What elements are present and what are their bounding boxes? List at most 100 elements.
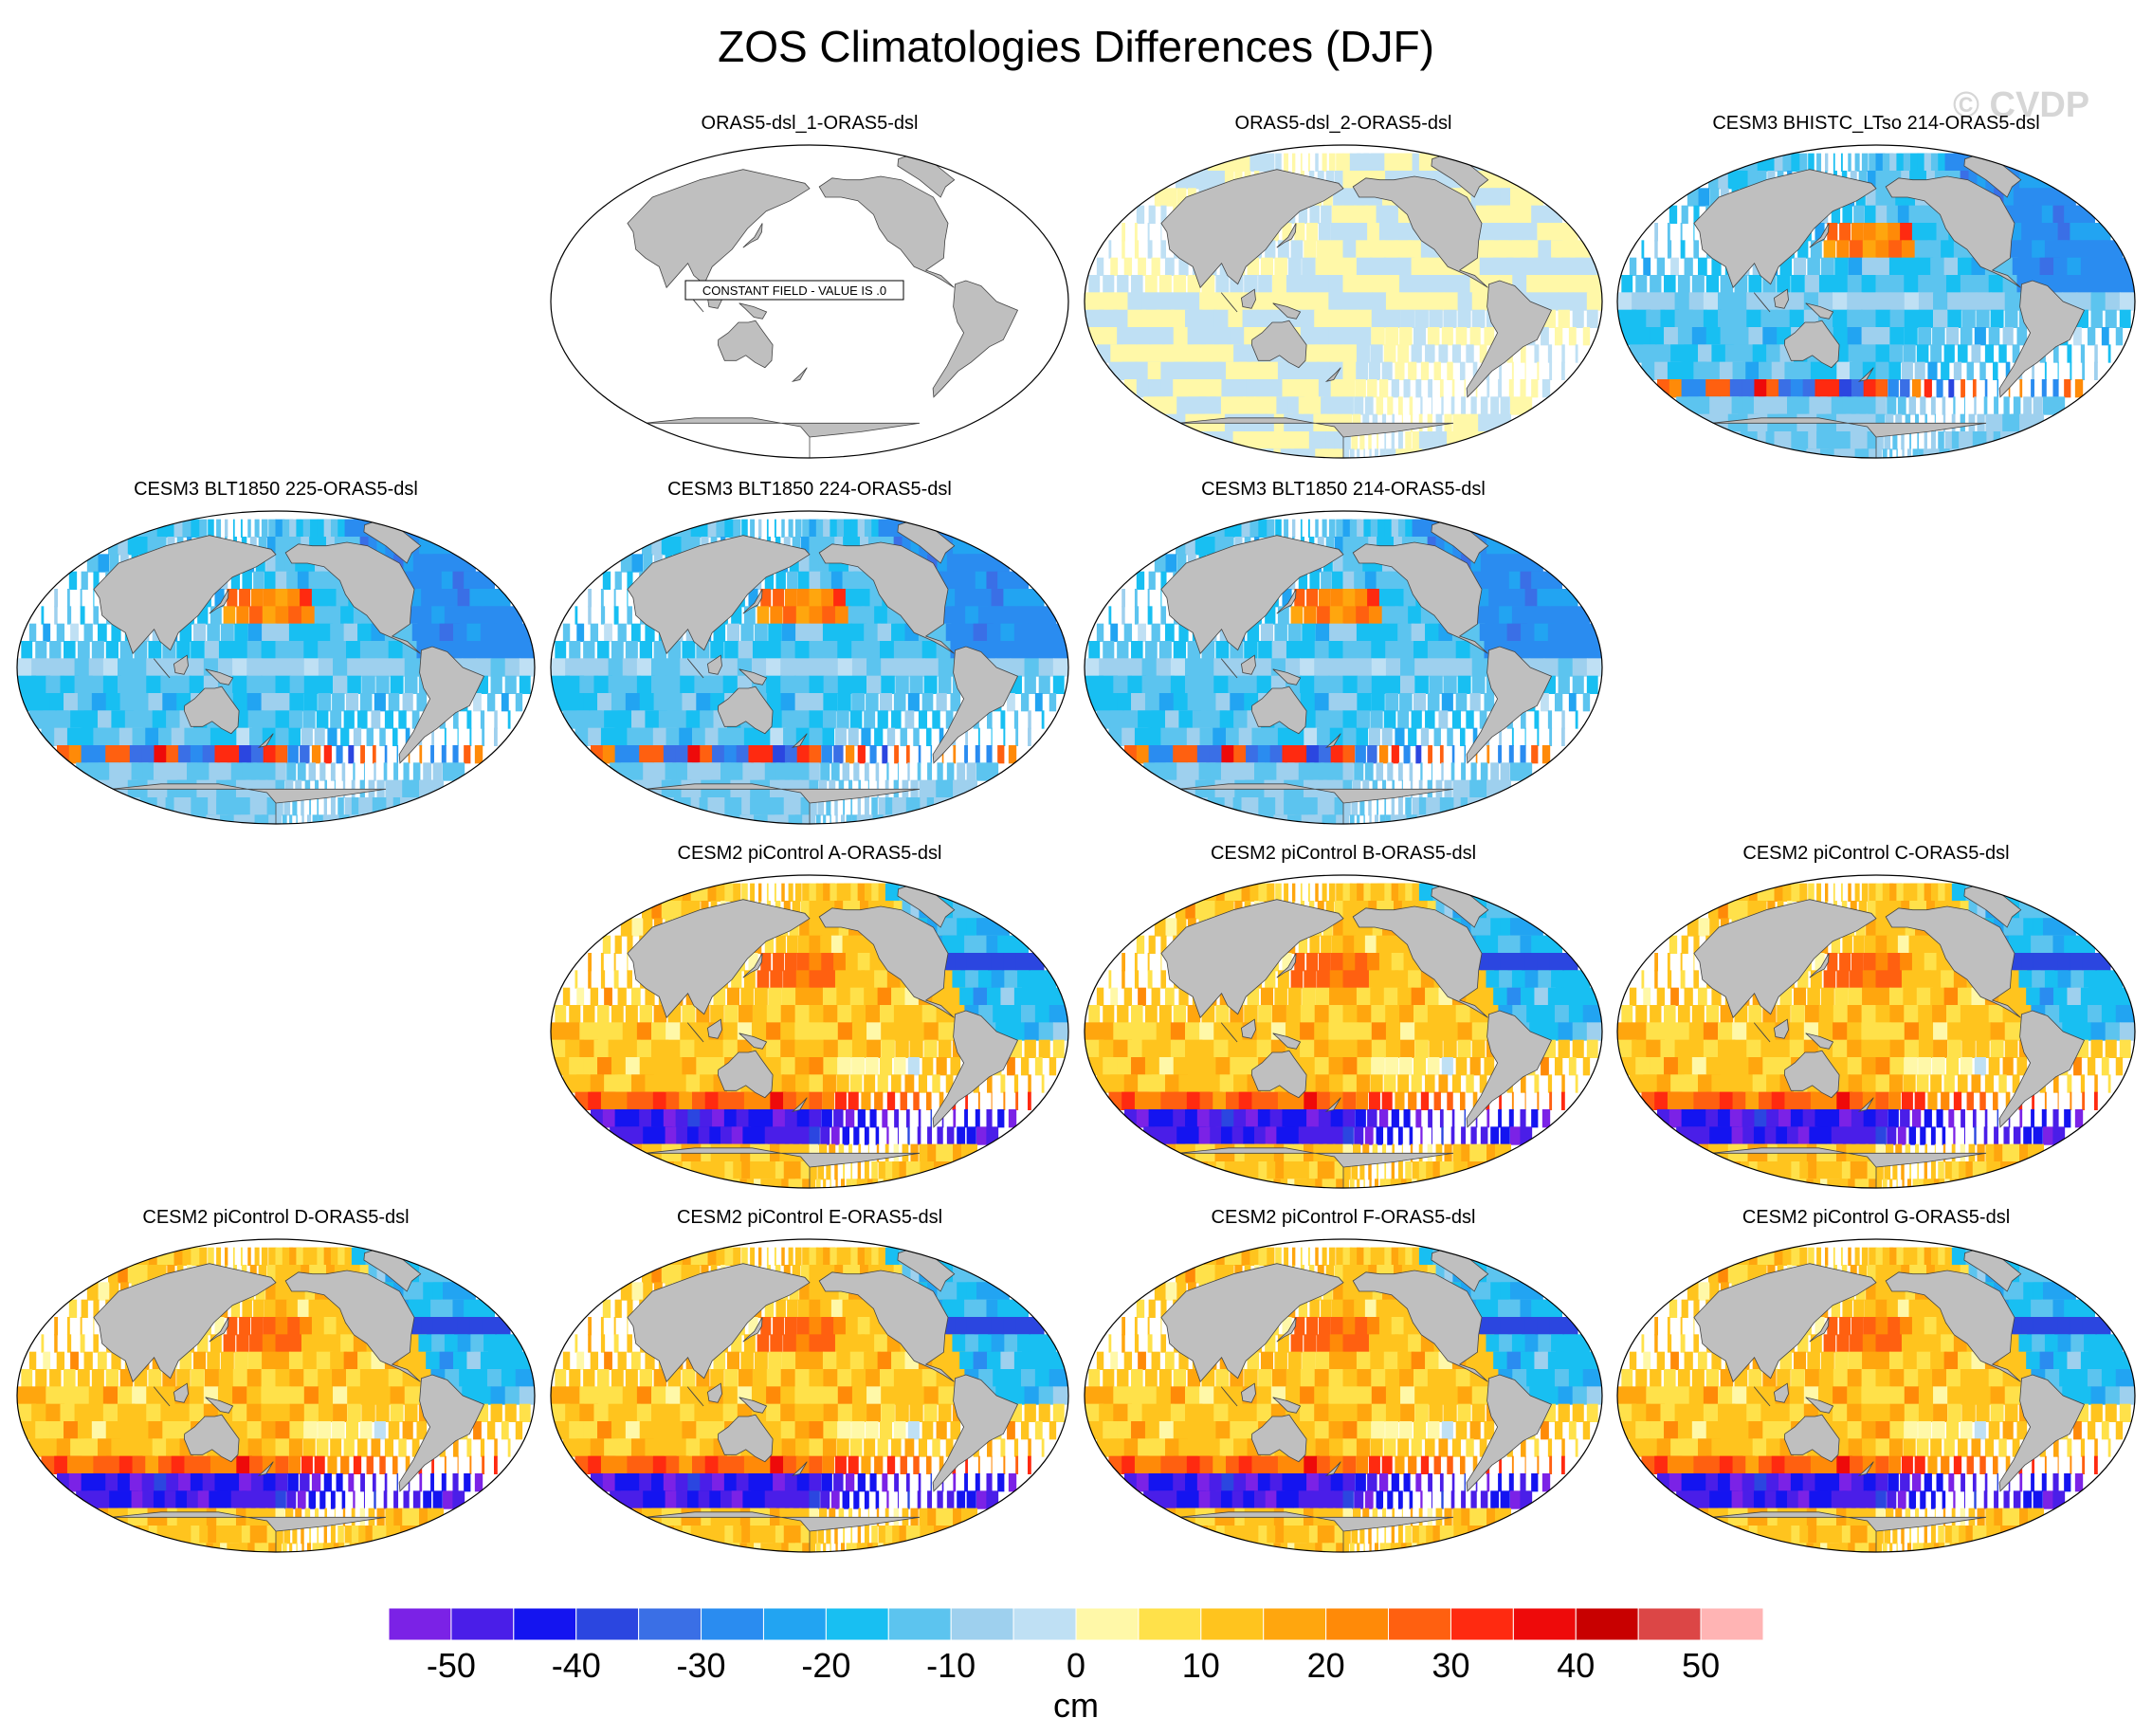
map-field-cell <box>1793 257 1807 276</box>
map-field-cell <box>340 727 350 746</box>
map-field-cell <box>691 1179 726 1188</box>
map-field-cell <box>1290 1091 1308 1110</box>
map-field-cell <box>809 1022 825 1041</box>
map-field-cell <box>1342 431 1351 450</box>
map-field-cell <box>1306 1109 1322 1128</box>
map-field-cell <box>1331 762 1344 781</box>
map-field-cell <box>1554 693 1563 712</box>
map-field-cell <box>926 727 932 746</box>
map-field-cell <box>781 1074 797 1093</box>
map-field-cell <box>1906 448 1912 458</box>
map-field-cell <box>1304 240 1317 259</box>
land-mass <box>1240 288 1256 309</box>
map-field-cell <box>1882 883 1894 902</box>
map-field-cell <box>1425 344 1435 363</box>
map-field-cell <box>849 623 867 642</box>
map-field-cell <box>1932 1005 1949 1024</box>
map-field-cell <box>1791 275 1805 294</box>
map-field-cell <box>1457 292 1473 311</box>
map-field-cell <box>1322 519 1327 538</box>
map-field-cell <box>1875 970 1890 989</box>
land-mass <box>818 175 955 288</box>
map-field-cell <box>1294 223 1305 242</box>
map-field-cell <box>1156 309 1175 328</box>
map-field-cell <box>1359 797 1365 816</box>
map-field-cell <box>886 762 889 781</box>
land-mass <box>153 658 171 679</box>
map-field-cell <box>1464 1109 1467 1128</box>
map-field-cell <box>1429 675 1443 694</box>
map-field-cell <box>1420 361 1430 380</box>
map-field-cell <box>1537 1091 1540 1110</box>
map-field-cell <box>1455 693 1468 712</box>
map-field-cell <box>1693 935 1700 954</box>
map-field-cell <box>146 675 164 694</box>
map-field-cell <box>1543 1022 1559 1041</box>
map-field-cell <box>353 727 362 746</box>
map-field-cell <box>879 1057 893 1076</box>
map-field-cell <box>1103 275 1115 294</box>
map-field-cell <box>1586 1022 1602 1041</box>
world-map <box>1616 874 2136 1189</box>
map-field-cell <box>1260 987 1274 1006</box>
map-field-cell <box>1674 1022 1690 1041</box>
map-field-cell <box>565 1022 581 1041</box>
map-field-cell <box>768 623 782 642</box>
map-field-cell <box>1370 257 1387 276</box>
map-field-cell <box>1134 223 1138 242</box>
map-field-cell <box>881 658 897 677</box>
map-field-cell <box>809 606 824 625</box>
map-field-cell <box>1862 240 1877 259</box>
map-field-cell <box>795 970 811 989</box>
land-mass <box>1276 589 1297 614</box>
map-field-cell <box>359 814 381 824</box>
map-field-cell <box>1213 309 1231 328</box>
map-field-cell <box>1632 1022 1648 1041</box>
map-field-cell <box>1966 361 1974 380</box>
map-field-cell <box>1916 987 1934 1006</box>
map-field-cell <box>1511 1091 1514 1110</box>
map-field-cell <box>1643 987 1651 1006</box>
map-field-cell <box>1099 1039 1119 1058</box>
map-field-cell <box>1948 379 1955 398</box>
map-field-cell <box>1554 1057 1563 1076</box>
map-field-cell <box>337 797 344 816</box>
map-field-cell <box>343 623 361 642</box>
map-field-cell <box>1265 240 1276 259</box>
map-field-layer <box>1617 153 2135 458</box>
map-field-cell <box>1428 379 1432 398</box>
map-field-cell <box>1494 779 1511 798</box>
map-field-cell <box>797 571 811 590</box>
map-field-cell <box>1213 292 1230 311</box>
map-field-cell <box>1228 1022 1244 1041</box>
map-field-cell <box>312 814 319 824</box>
map-field-cell <box>1356 623 1373 642</box>
map-field-cell <box>1425 710 1435 729</box>
map-field-cell <box>1834 987 1849 1006</box>
map-field-cell <box>1654 223 1658 242</box>
map-field-cell <box>1368 1161 1372 1180</box>
map-field-cell <box>1994 413 2005 432</box>
map-field-cell <box>1941 361 1950 380</box>
map-field-cell <box>1414 292 1431 311</box>
map-field-cell <box>837 693 851 712</box>
map-field-cell <box>608 1039 627 1058</box>
map-field-cell <box>836 710 849 729</box>
map-field-cell <box>1244 275 1258 294</box>
map-field-cell <box>1441 275 1459 294</box>
map-field-cell <box>1399 641 1416 660</box>
map-field-cell <box>740 987 754 1006</box>
map-field-cell <box>258 537 267 556</box>
map-field-cell <box>286 571 301 590</box>
map-field-cell <box>21 641 33 660</box>
map-field-cell <box>907 1126 910 1145</box>
map-field-cell <box>1317 361 1332 380</box>
map-panel: CESM2 piControl C-ORAS5-dsl <box>1610 842 2143 1197</box>
map-field-cell <box>788 519 793 538</box>
map-field-cell <box>809 953 824 972</box>
map-field-cell <box>1368 240 1385 259</box>
map-field-cell <box>1342 1022 1359 1041</box>
map-field-cell <box>2067 344 2072 363</box>
map-field-cell <box>250 589 264 608</box>
map-field-cell <box>1974 275 1992 294</box>
